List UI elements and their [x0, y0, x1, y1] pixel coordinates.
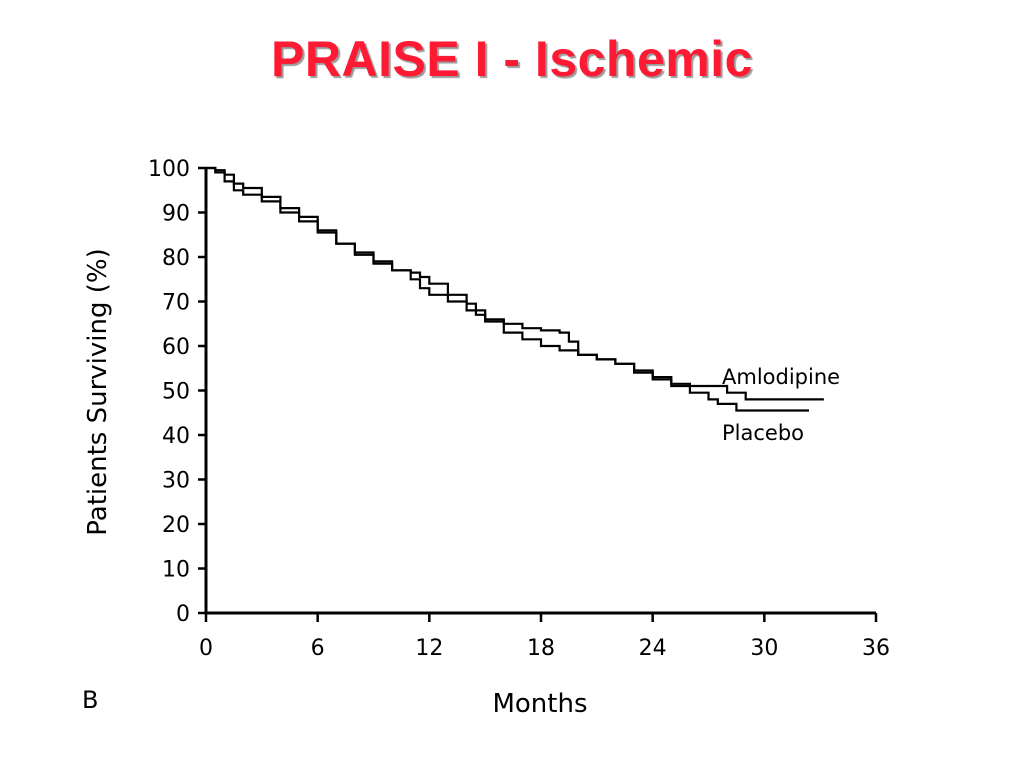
chart-axes: 0 10 20 30 40 50 60 70 80 90 100 0 6 12 18 24 30 36 [148, 157, 890, 661]
panel-label: B [82, 686, 98, 714]
x-tick-label: 24 [639, 636, 667, 661]
series-label-placebo: Placebo [722, 421, 804, 445]
y-axis-title: Patients Surviving (%) [83, 248, 113, 535]
y-tick-label: 70 [162, 291, 190, 316]
y-tick-label: 30 [162, 469, 190, 494]
chart-series [206, 166, 824, 412]
y-tick-label: 20 [162, 513, 190, 538]
y-tick-label: 90 [162, 202, 190, 227]
y-tick-label: 80 [162, 246, 190, 271]
x-tick-label: 12 [415, 636, 443, 661]
x-tick-label: 0 [199, 636, 213, 661]
chart-labels: Months Patients Surviving (%) B Amlodipi… [82, 248, 840, 719]
y-tick-label: 40 [162, 424, 190, 449]
x-tick-label: 30 [750, 636, 778, 661]
y-tick-label: 50 [162, 380, 190, 405]
x-tick-label: 6 [311, 636, 325, 661]
x-tick-label: 36 [862, 636, 890, 661]
x-axis-title: Months [492, 689, 587, 719]
series-line-placebo [206, 166, 809, 412]
y-tick-label: 10 [162, 558, 190, 583]
y-tick-label: 60 [162, 335, 190, 360]
slide-title: PRAISE I - Ischemic [271, 31, 753, 87]
series-label-amlodipine: Amlodipine [722, 365, 840, 389]
y-tick-label: 100 [148, 157, 190, 182]
y-tick-label: 0 [176, 602, 190, 627]
series-line-amlodipine [206, 166, 824, 401]
x-tick-label: 18 [527, 636, 555, 661]
